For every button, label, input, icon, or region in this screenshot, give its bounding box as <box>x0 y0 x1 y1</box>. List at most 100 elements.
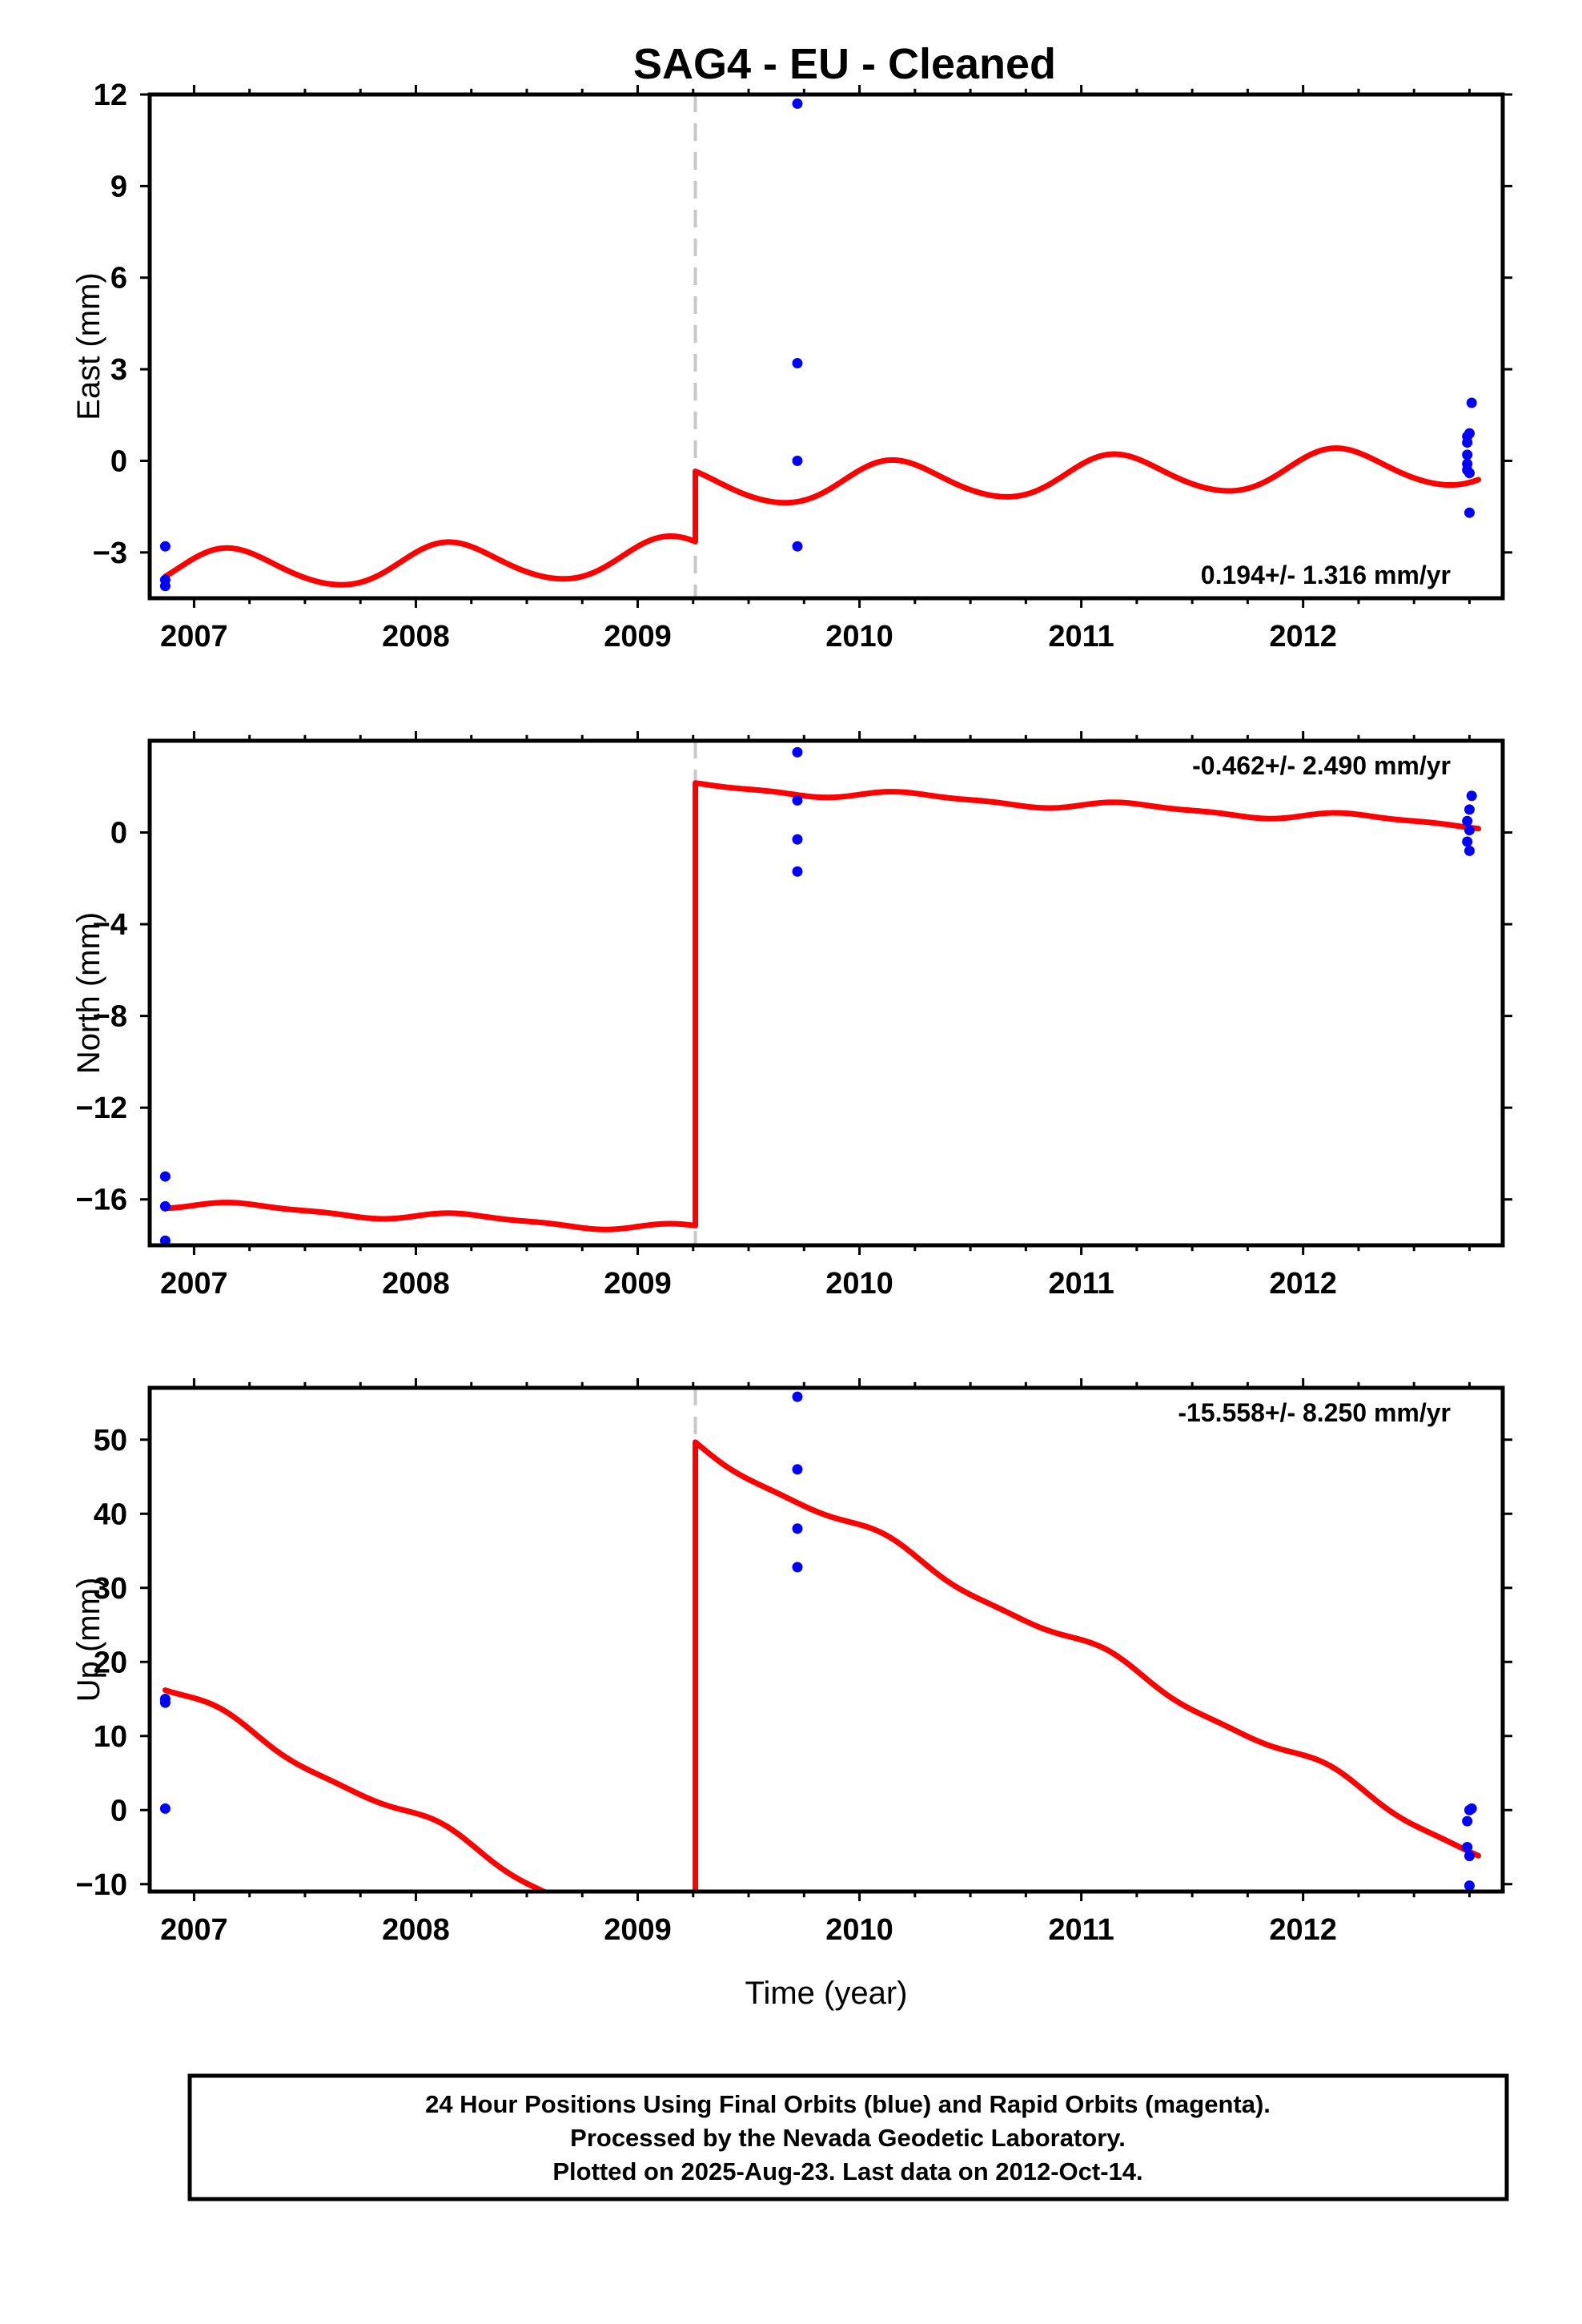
up-panel: 2007 2008 2009 2010 2011 2012 −10 0 10 20 30 40 50 Up… <box>71 1378 1512 2011</box>
x-tick-label: 2011 <box>1048 620 1114 653</box>
x-tick-label: 2009 <box>604 1913 672 1947</box>
y-tick-label: 3 <box>110 353 127 387</box>
data-point <box>792 1464 803 1475</box>
y-tick-label: 0 <box>110 444 127 478</box>
plot-frame <box>147 738 1505 1248</box>
data-point <box>159 1697 171 1708</box>
velocity-annotation: 0.194+/- 1.316 mm/yr <box>1201 561 1451 589</box>
velocity-annotation: -15.558+/- 8.250 mm/yr <box>1178 1398 1451 1427</box>
velocity-annotation: -0.462+/- 2.490 mm/yr <box>1192 751 1451 780</box>
plot-area <box>159 741 1482 1245</box>
plot-frame <box>147 1385 1505 1894</box>
y-axis-title: North (mm) <box>71 912 106 1074</box>
y-tick-label: 9 <box>110 170 127 203</box>
x-tick-label: 2008 <box>382 620 450 653</box>
y-axis-title: Up (mm) <box>71 1578 106 1703</box>
east-panel: 2007 2008 2009 2010 2011 2012 −3 0 3 6 9 12 East (mm… <box>71 78 1512 653</box>
data-point <box>1464 428 1475 439</box>
plot-area <box>159 1388 1482 1892</box>
data-point <box>792 1391 803 1402</box>
x-tick-label: 2010 <box>825 1913 893 1947</box>
y-tick-label: 40 <box>94 1498 127 1531</box>
footer-line-3: Plotted on 2025-Aug-23. Last data on 201… <box>552 2157 1142 2185</box>
data-point <box>792 794 803 806</box>
y-tick-label: 50 <box>94 1424 127 1458</box>
data-point <box>1464 1880 1475 1892</box>
x-tick-label: 2011 <box>1048 1267 1114 1301</box>
model-fit-line <box>162 1439 1482 1892</box>
y-axis-title: East (mm) <box>71 272 106 420</box>
x-tick-label: 2009 <box>604 1267 672 1301</box>
x-tick-label: 2012 <box>1269 620 1337 653</box>
data-point <box>792 746 803 758</box>
x-tick-label: 2011 <box>1048 1913 1114 1947</box>
footer-box: 24 Hour Positions Using Final Orbits (bl… <box>187 2073 1509 2201</box>
footer-line-2: Processed by the Nevada Geodetic Laborat… <box>570 2124 1126 2152</box>
data-point <box>1462 1842 1473 1852</box>
chart-title: SAG4 - EU - Cleaned <box>633 40 1056 88</box>
y-tick-label: 30 <box>94 1572 127 1606</box>
data-point <box>792 455 803 466</box>
data-point <box>1464 468 1475 479</box>
data-point <box>1462 449 1473 460</box>
y-axis: −10 0 10 20 30 40 50 <box>76 1424 1512 1902</box>
data-point <box>1462 815 1473 826</box>
footer-line-1: 24 Hour Positions Using Final Orbits (bl… <box>425 2090 1271 2118</box>
y-tick-label: 0 <box>110 817 127 850</box>
y-tick-label: −10 <box>76 1868 127 1902</box>
x-tick-label: 2008 <box>382 1913 450 1947</box>
y-tick-label: 12 <box>94 78 127 112</box>
x-tick-label: 2007 <box>160 620 228 653</box>
plot-area <box>159 94 1482 598</box>
data-point <box>159 1200 171 1212</box>
y-tick-label: 0 <box>110 1794 127 1827</box>
data-point <box>1462 437 1473 448</box>
y-tick-label: −8 <box>93 1000 127 1034</box>
x-tick-label: 2007 <box>160 1913 228 1947</box>
data-point <box>159 1171 171 1182</box>
y-tick-label: −4 <box>93 908 127 942</box>
data-point <box>1464 804 1475 815</box>
y-tick-label: 20 <box>94 1646 127 1679</box>
data-point <box>159 581 171 592</box>
data-point <box>1464 825 1475 836</box>
data-point <box>1464 845 1475 856</box>
y-tick-label: 6 <box>110 262 127 296</box>
y-tick-label: −3 <box>93 537 127 570</box>
x-tick-label: 2010 <box>825 620 893 653</box>
y-axis: −16 −12 −8 −4 0 <box>76 817 1512 1217</box>
north-panel: 2007 2008 2009 2010 2011 2012 −16 −12 −8 −4 0 North… <box>71 731 1512 1301</box>
x-tick-label: 2007 <box>160 1267 228 1301</box>
data-point <box>1466 1803 1477 1814</box>
x-tick-label: 2010 <box>825 1267 893 1301</box>
data-point <box>792 357 803 368</box>
x-axis: 2007 2008 2009 2010 2011 2012 <box>160 1378 1471 1947</box>
x-tick-label: 2012 <box>1269 1913 1337 1947</box>
data-point <box>1462 836 1473 847</box>
data-point <box>792 866 803 877</box>
data-point <box>792 1562 803 1573</box>
x-tick-label: 2008 <box>382 1267 450 1301</box>
model-fit-line <box>162 445 1482 588</box>
data-point <box>159 1803 171 1814</box>
data-point <box>792 98 803 109</box>
model-fit-line <box>162 780 1482 1232</box>
data-point <box>159 1235 171 1245</box>
data-point <box>792 1523 803 1534</box>
data-point <box>1464 1851 1475 1862</box>
data-point <box>1462 1815 1473 1827</box>
footer-frame <box>187 2073 1509 2201</box>
y-axis: −3 0 3 6 9 12 <box>93 78 1512 570</box>
y-tick-label: −16 <box>76 1184 127 1217</box>
x-axis: 2007 2008 2009 2010 2011 2012 <box>160 731 1471 1301</box>
y-tick-label: 10 <box>94 1720 127 1754</box>
data-point <box>792 834 803 845</box>
x-axis-title: Time (year) <box>745 1976 908 2011</box>
x-axis: 2007 2008 2009 2010 2011 2012 <box>160 85 1471 653</box>
data-point <box>159 541 171 552</box>
plot-frame <box>147 92 1505 601</box>
data-point <box>1466 397 1477 408</box>
x-tick-label: 2009 <box>604 620 672 653</box>
